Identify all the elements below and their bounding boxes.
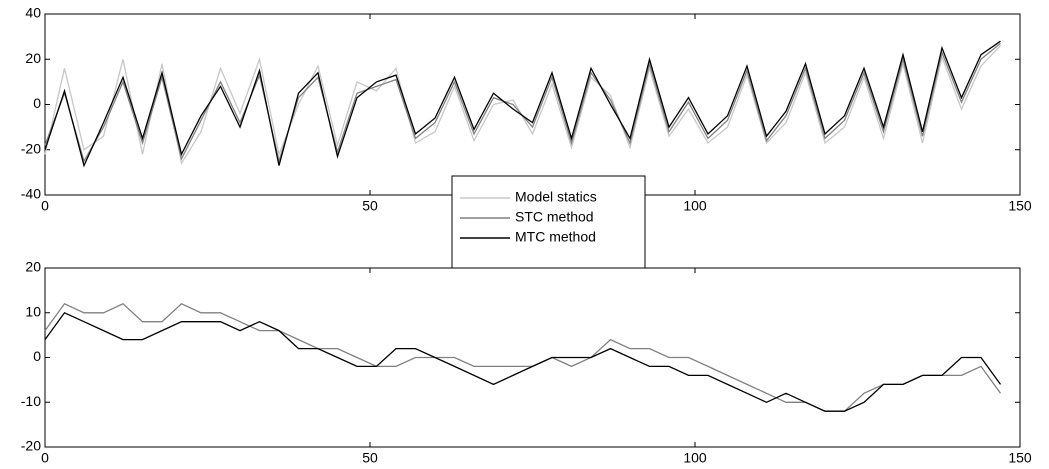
x-tick-label: 150 bbox=[1008, 450, 1032, 466]
series-line bbox=[44, 40, 1001, 168]
y-tick-label: -20 bbox=[21, 140, 41, 156]
y-tick-label: 0 bbox=[33, 95, 41, 111]
x-tick-label: 0 bbox=[41, 198, 49, 214]
series-line bbox=[44, 311, 1002, 412]
plot-area bbox=[44, 267, 1021, 448]
x-tick-label: 50 bbox=[362, 198, 378, 214]
y-tick-label: -20 bbox=[21, 438, 41, 454]
x-tick-label: 100 bbox=[683, 198, 707, 214]
y-tick-label: 20 bbox=[25, 259, 41, 275]
y-tick-label: 40 bbox=[25, 5, 41, 21]
y-tick-label: -40 bbox=[21, 186, 41, 202]
y-tick-label: 0 bbox=[33, 348, 41, 364]
legend-label: MTC method bbox=[515, 229, 596, 245]
x-tick-label: 100 bbox=[683, 450, 707, 466]
legend-label: Model statics bbox=[515, 189, 597, 205]
series-line bbox=[44, 45, 1001, 166]
x-tick-label: 50 bbox=[362, 450, 378, 466]
y-tick-label: -10 bbox=[21, 393, 41, 409]
x-tick-label: 150 bbox=[1008, 198, 1032, 214]
legend-label: STC method bbox=[515, 209, 594, 225]
x-tick-label: 0 bbox=[41, 450, 49, 466]
legend-box bbox=[451, 175, 646, 269]
y-tick-label: 10 bbox=[25, 303, 41, 319]
plot-area bbox=[44, 13, 1021, 196]
y-tick-label: 20 bbox=[25, 50, 41, 66]
